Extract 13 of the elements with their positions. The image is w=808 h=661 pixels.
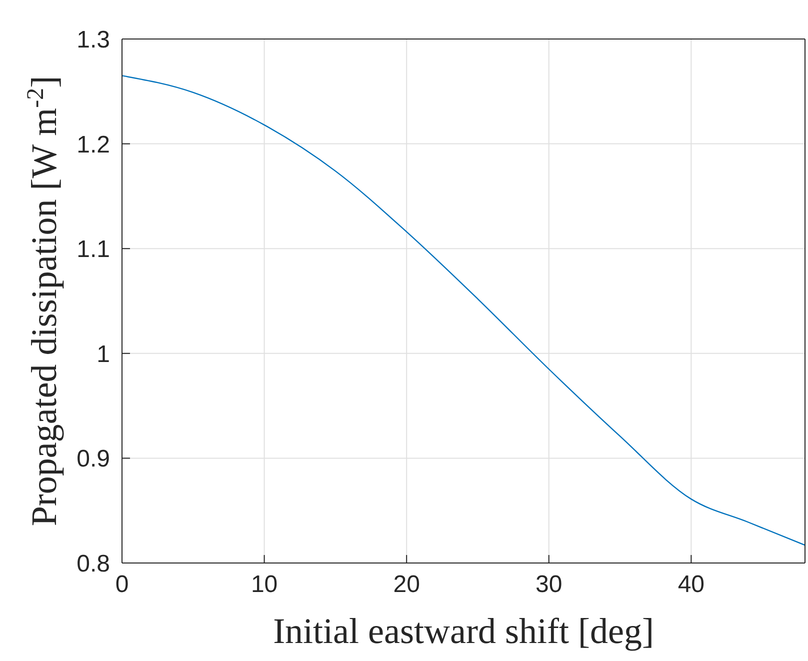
x-axis-title: Initial eastward shift [deg] <box>273 611 654 651</box>
y-tick-label: 0.9 <box>76 446 110 473</box>
y-tick-label: 1.1 <box>76 236 110 264</box>
y-tick-label: 0.8 <box>76 550 110 578</box>
y-tick-label: 1.2 <box>76 131 110 158</box>
y-tick-label: 1 <box>96 340 110 368</box>
y-tick-label: 1.3 <box>76 26 110 54</box>
x-tick-label: 40 <box>678 571 705 598</box>
line-series <box>122 75 805 546</box>
x-tick-label: 20 <box>393 571 420 598</box>
x-tick-label: 10 <box>250 571 278 598</box>
x-tick-label: 0 <box>115 571 129 598</box>
x-tick-label: 30 <box>536 571 562 598</box>
